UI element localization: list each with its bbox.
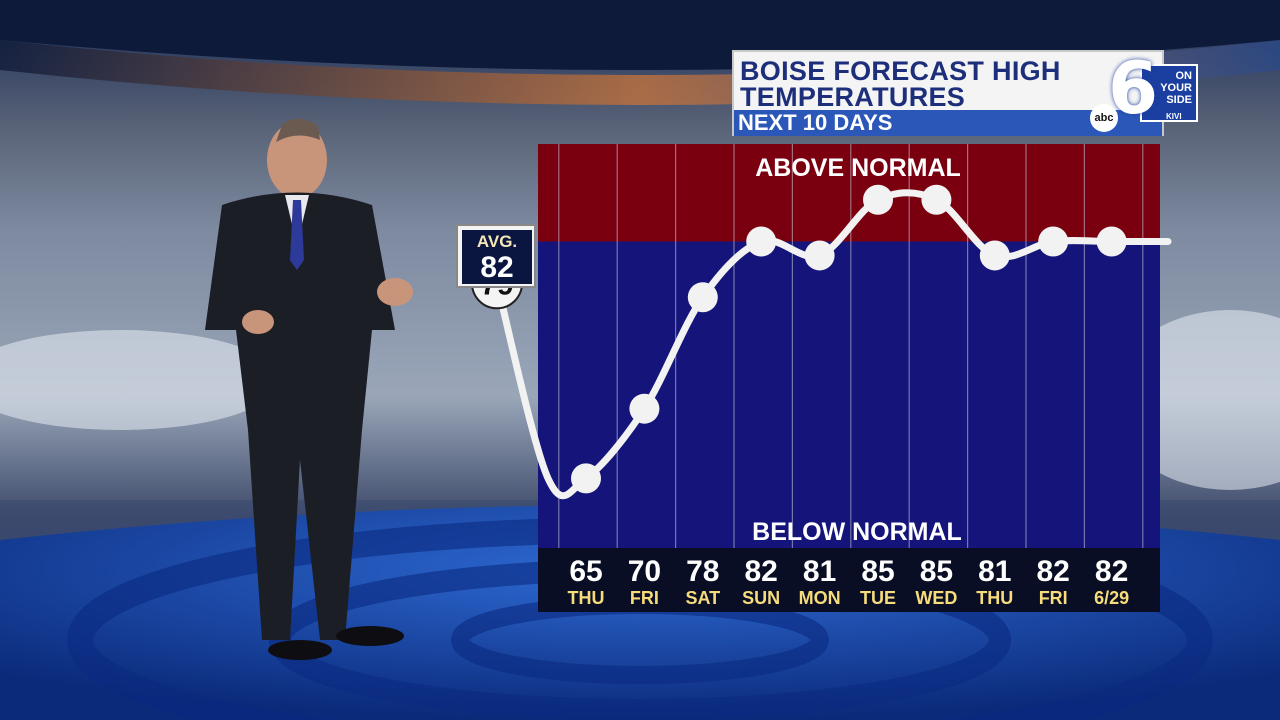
day-column: 82 6/29 [1082,555,1142,609]
gridlines [558,144,1144,548]
logo-tag-line-1: ON [1175,70,1193,82]
logo-tag-line-2: YOUR [1160,82,1192,94]
average-value: 82 [480,251,514,284]
above-normal-label: ABOVE NORMAL [755,154,961,182]
day-name: TUE [860,588,896,608]
station-callsign: KIVI [1166,112,1182,121]
day-name: FRI [1038,588,1068,608]
day-name: FRI [629,588,659,608]
day-column: 85 TUE [848,555,908,609]
day-column: 81 THU [965,555,1025,609]
data-point [863,184,893,215]
title-line-1: BOISE FORECAST HIGH [740,56,1061,86]
data-point [1096,226,1127,257]
day-temperature: 82 [1036,555,1070,588]
day-name: WED [915,588,958,608]
chart-subtitle: NEXT 10 DAYS [738,110,893,135]
day-temperature: 65 [569,555,603,588]
day-column: 65 THU [556,555,616,609]
abc-logo-icon: abc [1090,104,1118,132]
day-column: 85 WED [906,555,966,609]
data-point [921,184,952,215]
on-your-side-tag: ON YOUR SIDE [1140,64,1198,122]
data-point [1038,226,1069,257]
day-temperature: 82 [744,555,778,588]
data-point [804,240,835,271]
day-name: SAT [685,588,721,608]
day-name: SUN [742,588,781,608]
day-column: 81 MON [790,555,850,609]
temperature-line [493,189,1172,500]
day-temperature: 82 [1094,555,1129,588]
data-point [629,393,660,424]
day-temperature: 85 [861,555,895,588]
data-point [571,463,601,494]
title-line-2: TEMPERATURES [740,82,966,112]
day-temperature: 81 [978,555,1012,588]
day-name: THU [567,588,605,608]
presenter-figure [205,118,413,660]
average-label: AVG. [476,232,518,251]
day-column: 70 FRI [614,555,674,609]
day-column: 82 FRI [1023,555,1083,609]
day-temperature: 78 [686,555,720,588]
average-box: AVG. 82 [456,224,536,288]
data-points [571,184,1127,494]
day-column: 78 SAT [673,555,733,609]
day-temperature: 70 [627,555,662,588]
day-temperature: 81 [802,555,837,588]
day-name: THU [976,588,1014,608]
day-name: 6/29 [1094,588,1130,608]
data-point [687,282,718,313]
day-name: MON [798,588,841,608]
below-normal-label: BELOW NORMAL [752,518,962,546]
logo-tag-line-3: SIDE [1166,94,1192,106]
day-column: 82 SUN [731,555,791,609]
day-temperature: 85 [919,555,954,588]
below-normal-zone [538,241,1160,548]
day-labels-band: 65 THU 70 FRI 78 SAT 82 SUN 81 MON 85 TUE 85 WED 81 THU… [538,548,1160,612]
chart-title-box: BOISE FORECAST HIGH TEMPERATURES NEXT 10… [732,50,1164,136]
data-point [746,226,777,257]
data-point [979,240,1010,271]
